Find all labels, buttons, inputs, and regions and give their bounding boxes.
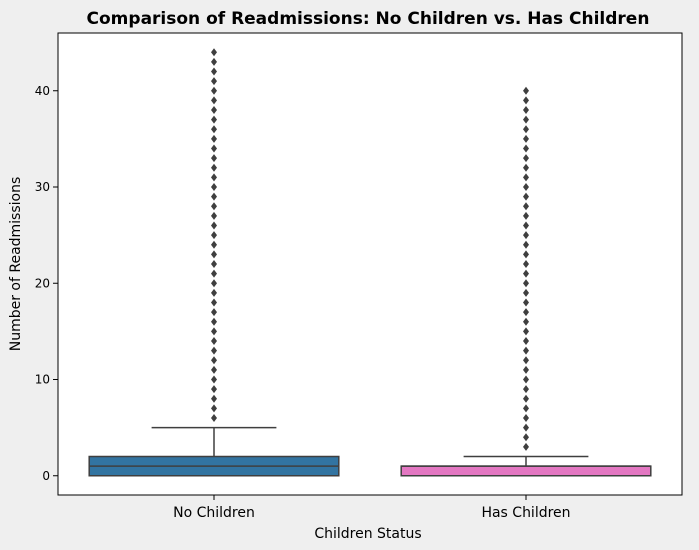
outlier-point [523, 202, 529, 211]
outlier-point [211, 231, 217, 240]
outlier-point [211, 365, 217, 374]
outlier-point [211, 385, 217, 394]
chart-marks [88, 48, 652, 477]
outlier-point [523, 231, 529, 240]
outlier-point [211, 67, 217, 76]
y-tick-label: 40 [35, 84, 50, 98]
y-tick-label: 30 [35, 180, 50, 194]
outlier-point [211, 125, 217, 134]
outlier-point [211, 221, 217, 230]
outlier-point [211, 154, 217, 163]
outlier-point [211, 279, 217, 288]
outlier-point [211, 356, 217, 365]
outlier-point [211, 288, 217, 297]
plot-area [57, 32, 683, 496]
outlier-point [523, 115, 529, 124]
outlier-point [211, 96, 217, 105]
outlier-point [211, 202, 217, 211]
outlier-point [523, 375, 529, 384]
y-tick-label: 10 [35, 373, 50, 387]
outlier-point [523, 154, 529, 163]
outlier-point [211, 48, 217, 57]
x-tick-label: No Children [173, 505, 255, 521]
outlier-point [523, 433, 529, 442]
outlier-point [211, 183, 217, 191]
outlier-point [211, 260, 217, 268]
outlier-point [211, 134, 217, 143]
iqr-box [400, 465, 652, 477]
outlier-point [523, 260, 529, 268]
outlier-point [211, 250, 217, 259]
box-group-has-children [400, 86, 652, 477]
outlier-point [211, 240, 217, 249]
outlier-point [523, 144, 529, 153]
outlier-point [523, 173, 529, 182]
outlier-point [523, 442, 529, 451]
x-axis-label: Children Status [314, 526, 421, 542]
outlier-point [211, 327, 217, 336]
outlier-point [523, 134, 529, 143]
outlier-point [523, 298, 529, 307]
outlier-point [211, 308, 217, 317]
outlier-point [211, 144, 217, 153]
outlier-point [523, 106, 529, 114]
outlier-point [211, 404, 217, 413]
outlier-point [523, 192, 529, 201]
outlier-point [523, 337, 529, 345]
x-tick-label: Has Children [481, 505, 570, 521]
outlier-point [523, 414, 529, 422]
outlier-point [211, 269, 217, 278]
outlier-point [523, 86, 529, 95]
outlier-point [523, 317, 529, 326]
outlier-point [211, 394, 217, 403]
outlier-point [211, 375, 217, 384]
outlier-point [523, 327, 529, 336]
outlier-point [523, 394, 529, 403]
outlier-point [211, 173, 217, 182]
outlier-point [211, 414, 217, 422]
y-axis: 0 10 20 30 40 [35, 84, 58, 483]
outlier-point [523, 346, 529, 355]
outlier-point [523, 125, 529, 134]
outlier-point [211, 298, 217, 307]
outlier-point [523, 279, 529, 288]
outlier-point [523, 288, 529, 297]
y-tick-label: 20 [35, 276, 50, 290]
box-group-no-children [88, 48, 340, 477]
outlier-point [523, 308, 529, 317]
outlier-point [523, 240, 529, 249]
outlier-point [523, 385, 529, 394]
outlier-point [523, 163, 529, 172]
outlier-point [211, 192, 217, 201]
outlier-point [211, 211, 217, 220]
outlier-point [211, 86, 217, 95]
outlier-point [523, 221, 529, 230]
x-axis: No Children Has Children [173, 495, 571, 521]
outlier-point [211, 77, 217, 86]
outlier-point [211, 106, 217, 114]
outlier-point [211, 57, 217, 66]
outlier-point [523, 211, 529, 220]
outlier-point [523, 96, 529, 105]
outlier-point [211, 163, 217, 172]
y-tick-label: 0 [42, 469, 50, 483]
outlier-point [523, 356, 529, 365]
outlier-point [523, 365, 529, 374]
outlier-point [523, 269, 529, 278]
outlier-point [211, 115, 217, 124]
chart-title: Comparison of Readmissions: No Children … [87, 9, 650, 29]
outlier-point [523, 423, 529, 432]
outlier-point [523, 183, 529, 191]
outlier-point [523, 250, 529, 259]
outlier-point [211, 346, 217, 355]
y-axis-label: Number of Readmissions [8, 177, 24, 352]
outlier-point [211, 337, 217, 345]
outlier-point [211, 317, 217, 326]
outlier-point [523, 404, 529, 413]
